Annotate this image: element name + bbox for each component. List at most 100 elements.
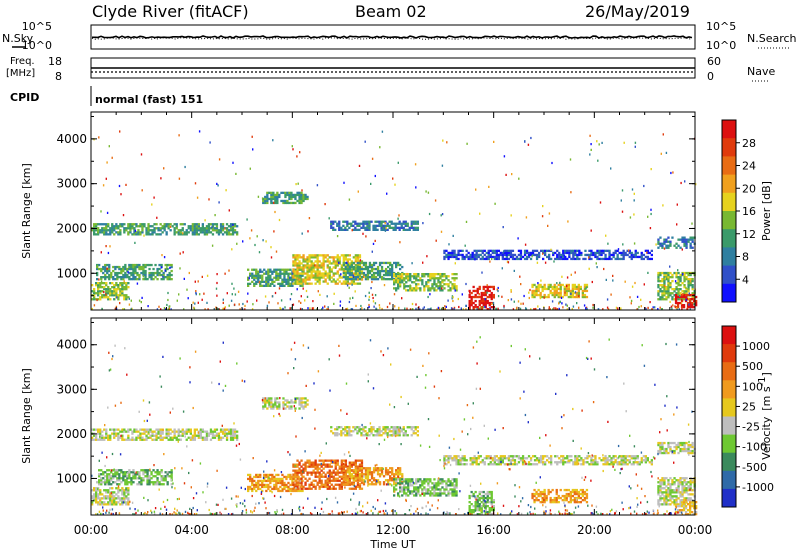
velocity-echo-cell (350, 434, 352, 436)
power-echo-speck (462, 293, 463, 295)
power-echo-cell (204, 231, 206, 233)
velocity-echo-cell (431, 482, 433, 484)
power-echo-cell (325, 278, 327, 280)
power-echo-cell (97, 227, 99, 229)
velocity-echo-cell (153, 439, 155, 441)
power-echo-cell (130, 272, 132, 274)
velocity-echo-cell (103, 429, 105, 431)
power-echo-cell (366, 225, 368, 227)
power-echo-speck (106, 268, 107, 270)
velocity-echo-cell (152, 481, 154, 483)
power-echo-cell (337, 283, 339, 285)
velocity-echo-cell (296, 460, 298, 462)
power-echo-speck (592, 304, 593, 306)
power-echo-speck (202, 299, 203, 301)
power-echo-cell (526, 250, 528, 252)
power-echo-cell (174, 231, 176, 233)
velocity-echo-cell (140, 477, 142, 479)
velocity-echo-cell (220, 439, 222, 441)
velocity-echo-cell (325, 484, 327, 486)
date-title: 26/May/2019 (585, 2, 690, 21)
velocity-echo-cell (99, 501, 101, 503)
power-echo-speck (369, 296, 370, 298)
power-echo-cell (637, 252, 639, 254)
power-echo-cell (683, 280, 685, 282)
power-echo-cell (294, 196, 296, 198)
power-echo-speck (372, 158, 373, 160)
velocity-echo-cell (119, 499, 121, 501)
velocity-echo-cell (259, 488, 261, 490)
velocity-echo-cell (251, 484, 253, 486)
power-echo-speck (292, 273, 293, 275)
power-echo-cell (665, 239, 667, 241)
power-echo-cell (267, 271, 269, 273)
power-echo-cell (156, 278, 158, 280)
velocity-echo-cell (341, 468, 343, 470)
power-echo-speck (481, 272, 482, 274)
power-echo-cell (287, 285, 289, 287)
power-echo-cell (145, 231, 147, 233)
power-echo-cell (167, 278, 169, 280)
power-echo-cell (218, 233, 220, 235)
velocity-echo-cell (115, 433, 117, 435)
power-echo-cell (101, 223, 103, 225)
velocity-echo-cell (379, 473, 381, 475)
power-echo-cell (286, 200, 288, 202)
velocity-echo-cell (377, 471, 379, 473)
power-colorbar-label: Power [dB] (760, 181, 773, 241)
power-echo-speck (575, 271, 576, 273)
velocity-echo-cell (149, 437, 151, 439)
power-echo-cell (112, 270, 114, 272)
velocity-echo-cell (166, 437, 168, 439)
velocity-echo-cell (190, 429, 192, 431)
power-echo-cell (574, 254, 576, 256)
power-echo-cell (659, 280, 661, 282)
power-echo-cell (378, 221, 380, 223)
velocity-echo-cell (206, 433, 208, 435)
power-echo-cell (445, 275, 447, 277)
velocity-echo-cell (345, 466, 347, 468)
velocity-echo-cell (112, 473, 114, 475)
velocity-echo-cell (100, 479, 102, 481)
power-echo-speck (553, 260, 554, 262)
power-echo-cell (277, 277, 279, 279)
power-echo-cell (222, 227, 224, 229)
velocity-echo-cell (200, 433, 202, 435)
power-echo-cell (93, 223, 95, 225)
power-echo-cell (687, 290, 689, 292)
velocity-echo-cell (249, 488, 251, 490)
power-echo-cell (267, 285, 269, 287)
power-echo-cell (166, 223, 168, 225)
power-echo-cell (157, 233, 159, 235)
power-echo-cell (554, 286, 556, 288)
power-echo-speck (438, 307, 439, 309)
velocity-echo-cell (104, 481, 106, 483)
power-echo-cell (344, 221, 346, 223)
power-echo-cell (126, 274, 128, 276)
power-echo-cell (433, 283, 435, 285)
power-echo-cell (302, 268, 304, 270)
velocity-echo-cell (451, 488, 453, 490)
power-echo-cell (385, 270, 387, 272)
power-echo-cell (296, 258, 298, 260)
power-echo-cell (93, 296, 95, 298)
power-echo-cell (663, 243, 665, 245)
power-echo-cell (389, 262, 391, 264)
velocity-echo-cell (121, 429, 123, 431)
velocity-echo-cell (347, 471, 349, 473)
power-echo-speck (300, 302, 301, 304)
velocity-echo-cell (308, 462, 310, 464)
power-echo-cell (267, 275, 269, 277)
power-echo-cell (149, 225, 151, 227)
power-echo-cell (484, 250, 486, 252)
velocity-echo-cell (160, 429, 162, 431)
power-echo-cell (371, 278, 373, 280)
velocity-echo-cell (204, 437, 206, 439)
power-echo-speck (514, 270, 515, 272)
noise-panel: 10^5 10^0 N.Sky 10^5 10^0 N.Search (2, 20, 797, 52)
power-echo-cell (533, 284, 535, 286)
power-echo-cell (568, 296, 570, 298)
power-echo-cell (93, 231, 95, 233)
power-echo-cell (104, 274, 106, 276)
power-echo-speck (465, 305, 466, 307)
